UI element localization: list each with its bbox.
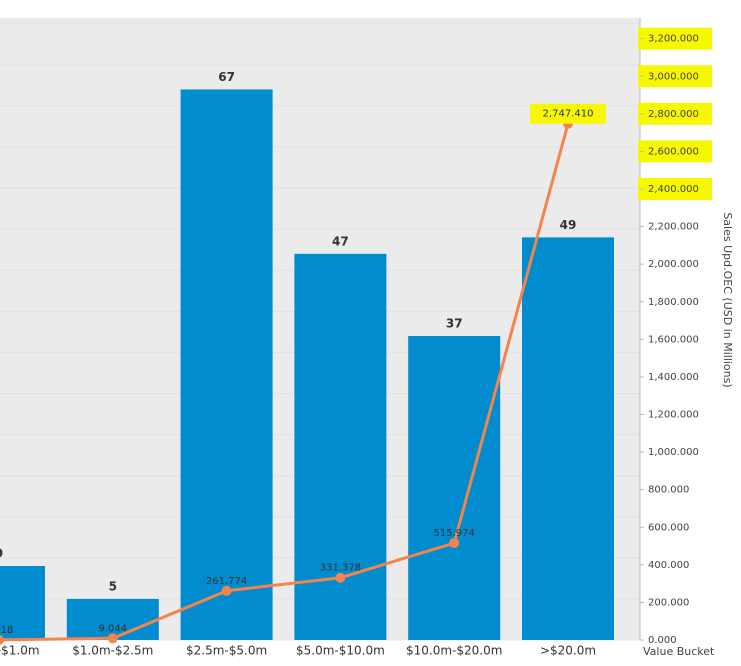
- highlight: [638, 102, 712, 125]
- y2-tick-label: 3,200.000: [648, 34, 699, 45]
- bar: [522, 237, 614, 641]
- bar-value-label: 5: [109, 579, 117, 593]
- x-tick-label: $0.0m-$1.0m: [0, 644, 40, 658]
- line-value-label: 9.044: [98, 623, 127, 634]
- x-tick-label: $1.0m-$2.5m: [72, 644, 153, 658]
- x-tick-label: $2.5m-$5.0m: [186, 644, 267, 658]
- x-tick-label: $5.0m-$10.0m: [296, 644, 385, 658]
- y2-tick-label: 800.000: [648, 485, 689, 496]
- y2-tick-label: 2,400.000: [648, 184, 699, 195]
- y2-tick-label: 1,600.000: [648, 334, 699, 345]
- bar: [66, 598, 159, 640]
- x-tick-label: >$20.0m: [540, 644, 596, 658]
- y2-tick-label: 1,200.000: [648, 410, 699, 421]
- highlight: [638, 178, 712, 201]
- y2-tick-label: 1,400.000: [648, 372, 699, 383]
- bar-value-label: 9: [0, 547, 3, 561]
- bar: [0, 566, 45, 640]
- line-point: [221, 585, 232, 596]
- y2-tick-label: 1,000.000: [648, 447, 699, 458]
- y2-tick-label: 400.000: [648, 560, 689, 571]
- highlight: [638, 27, 712, 50]
- x-axis-title: Value Bucket: [643, 645, 715, 658]
- y2-tick-label: 2,000.000: [648, 259, 699, 270]
- bar-value-label: 37: [446, 316, 463, 330]
- y2-tick-label: 1,800.000: [648, 297, 699, 308]
- line-value-label: 0.318: [0, 625, 13, 636]
- line-value-label: 2,747.410: [543, 109, 594, 120]
- x-tick-label: $10.0m-$20.0m: [406, 644, 502, 658]
- line-value-label: 515.974: [434, 528, 475, 539]
- y2-tick-label: 0.000: [648, 635, 677, 646]
- line-point: [335, 572, 346, 583]
- line-point: [449, 538, 460, 549]
- line-point: [0, 635, 4, 645]
- line: [0, 123, 570, 642]
- line-point: [107, 633, 118, 644]
- y2-tick-label: 2,600.000: [648, 146, 699, 157]
- highlight: [638, 65, 712, 88]
- y2-tick-label: 600.000: [648, 522, 689, 533]
- bar: [180, 89, 273, 641]
- line-value-label: 261.774: [206, 576, 247, 587]
- bar-value-label: 67: [218, 70, 235, 84]
- bar: [408, 335, 501, 640]
- bar-value-label: 49: [560, 218, 577, 232]
- y2-tick-label: 2,800.000: [648, 109, 699, 120]
- line-value-label: 331.378: [320, 563, 361, 574]
- highlight: [638, 140, 712, 163]
- bar-value-label: 47: [332, 234, 349, 248]
- y2-tick-label: 2,200.000: [648, 222, 699, 233]
- y2-axis-title: Sales Upd.OEC (USD in Millions): [721, 212, 734, 387]
- y2-tick-label: 3,000.000: [648, 71, 699, 82]
- highlight: [530, 103, 606, 124]
- y2-tick-label: 200.000: [648, 597, 689, 608]
